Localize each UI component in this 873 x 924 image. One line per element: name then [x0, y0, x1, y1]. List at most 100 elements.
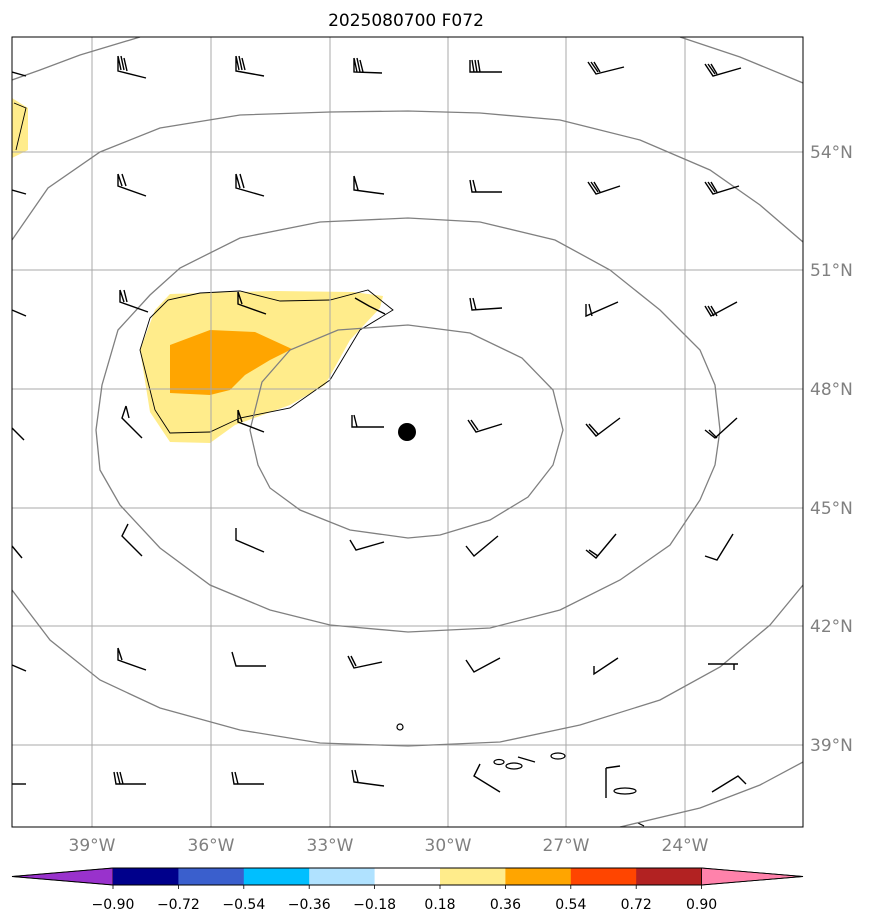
wind-barb	[12, 189, 27, 195]
gridlines	[12, 37, 803, 827]
longitude-label: 24°W	[662, 836, 709, 856]
wind-barb	[349, 539, 385, 551]
wind-barb	[117, 647, 147, 671]
wind-barb	[465, 657, 501, 673]
colorbar-tick-label: 0.54	[555, 897, 586, 913]
colorbar-tick-label: 0.72	[621, 897, 652, 913]
wind-barb	[704, 533, 734, 561]
wind-barb	[605, 765, 621, 798]
latitude-label: 48°N	[810, 380, 853, 400]
wind-barb	[121, 523, 143, 557]
wind-barb	[12, 71, 27, 77]
contour-outer-top	[12, 37, 141, 81]
small-contour-2	[493, 758, 505, 766]
colorbar-tick-label: 0.90	[686, 897, 717, 913]
colorbar-swatch	[178, 868, 245, 885]
contour-outer-bottom	[619, 761, 803, 827]
latitude-label: 42°N	[810, 617, 853, 637]
map-title: 2025080700 F072	[328, 11, 484, 31]
colorbar-tick-label: 0.36	[490, 897, 521, 913]
gray-contours	[12, 37, 803, 827]
wind-barb	[585, 301, 619, 318]
colorbar-swatch	[113, 868, 179, 885]
colorbar-swatch	[570, 868, 637, 885]
contour-second	[95, 217, 721, 633]
wind-barb	[353, 57, 383, 74]
colorbar-swatch	[243, 868, 310, 885]
wind-barb	[587, 181, 621, 195]
wind-barb	[708, 663, 738, 670]
wind-barb	[12, 545, 23, 559]
map-frame	[11, 36, 804, 828]
wind-barb	[237, 409, 265, 433]
wind-barbs	[12, 55, 747, 798]
wind-barb	[121, 405, 143, 439]
wind-barb	[351, 769, 385, 787]
small-contour-1	[396, 723, 404, 731]
wind-barb	[704, 301, 738, 317]
wind-barb	[113, 771, 146, 785]
contour-outer-top-right	[679, 37, 803, 84]
wind-barb	[593, 657, 619, 676]
contour-third	[12, 110, 803, 243]
wind-barb	[711, 775, 747, 793]
colorbar-tick-label: −0.36	[288, 897, 331, 913]
map-panel	[12, 37, 803, 827]
wind-barb	[354, 297, 386, 315]
contour-inner	[249, 324, 564, 539]
wind-barb	[119, 289, 149, 313]
colorbar-tick-label: −0.90	[92, 897, 135, 913]
wind-barb	[353, 175, 385, 195]
longitude-labels: 39°W 36°W 33°W 30°W 27°W 24°W	[69, 836, 709, 856]
wind-barb	[585, 417, 621, 437]
wind-barb	[351, 414, 384, 428]
wind-barb	[469, 297, 503, 311]
small-contour-3	[505, 762, 523, 770]
contour-third-low	[12, 584, 803, 747]
longitude-label: 30°W	[425, 836, 472, 856]
wind-barb	[12, 309, 27, 317]
colorbar-labels: −0.90 −0.72 −0.54 −0.36 −0.18 0.18 0.36 0.54 0.7…	[92, 885, 717, 913]
wind-barb	[704, 181, 740, 195]
latitude-label: 39°N	[810, 736, 853, 756]
shade-region-yellow	[140, 291, 383, 443]
wind-barb	[231, 771, 264, 785]
thin-contour-main	[139, 289, 394, 434]
wind-barb	[704, 417, 738, 439]
colorbar-swatch	[636, 868, 703, 885]
latitude-labels: 54°N 51°N 48°N 45°N 42°N 39°N	[810, 143, 853, 756]
wind-barb	[235, 173, 265, 197]
wind-barb	[465, 535, 499, 557]
wind-barb	[117, 173, 147, 197]
colorbar-extend-max	[701, 867, 804, 886]
colorbar-tick-label: 0.18	[424, 897, 455, 913]
latitude-label: 45°N	[810, 499, 853, 519]
small-contour-4	[517, 756, 536, 763]
wind-barb	[347, 655, 383, 669]
thin-contours	[13, 102, 645, 827]
colorbar-swatch	[309, 868, 376, 885]
wind-barb	[585, 533, 617, 559]
wind-barb	[231, 651, 266, 667]
longitude-label: 36°W	[188, 836, 235, 856]
wind-barb	[235, 55, 265, 77]
wind-barb	[237, 291, 267, 315]
thin-contour-north	[13, 102, 27, 151]
shaded-field	[12, 98, 383, 443]
shade-region-yellow-north	[12, 98, 28, 158]
colorbar-swatch	[374, 868, 441, 885]
colorbar	[11, 867, 804, 886]
wind-barb	[12, 664, 27, 672]
longitude-label: 33°W	[307, 836, 354, 856]
wind-barb	[704, 63, 742, 77]
colorbar-tick-label: −0.18	[353, 897, 396, 913]
shade-region-orange	[170, 330, 292, 395]
low-center-marker	[398, 423, 416, 441]
wind-barb	[473, 763, 501, 793]
longitude-label: 39°W	[69, 836, 116, 856]
colorbar-extend-min	[11, 867, 114, 886]
wind-barb	[12, 427, 25, 441]
small-contour-6	[613, 787, 637, 795]
wind-barb	[467, 419, 503, 433]
wind-barb	[469, 179, 502, 193]
